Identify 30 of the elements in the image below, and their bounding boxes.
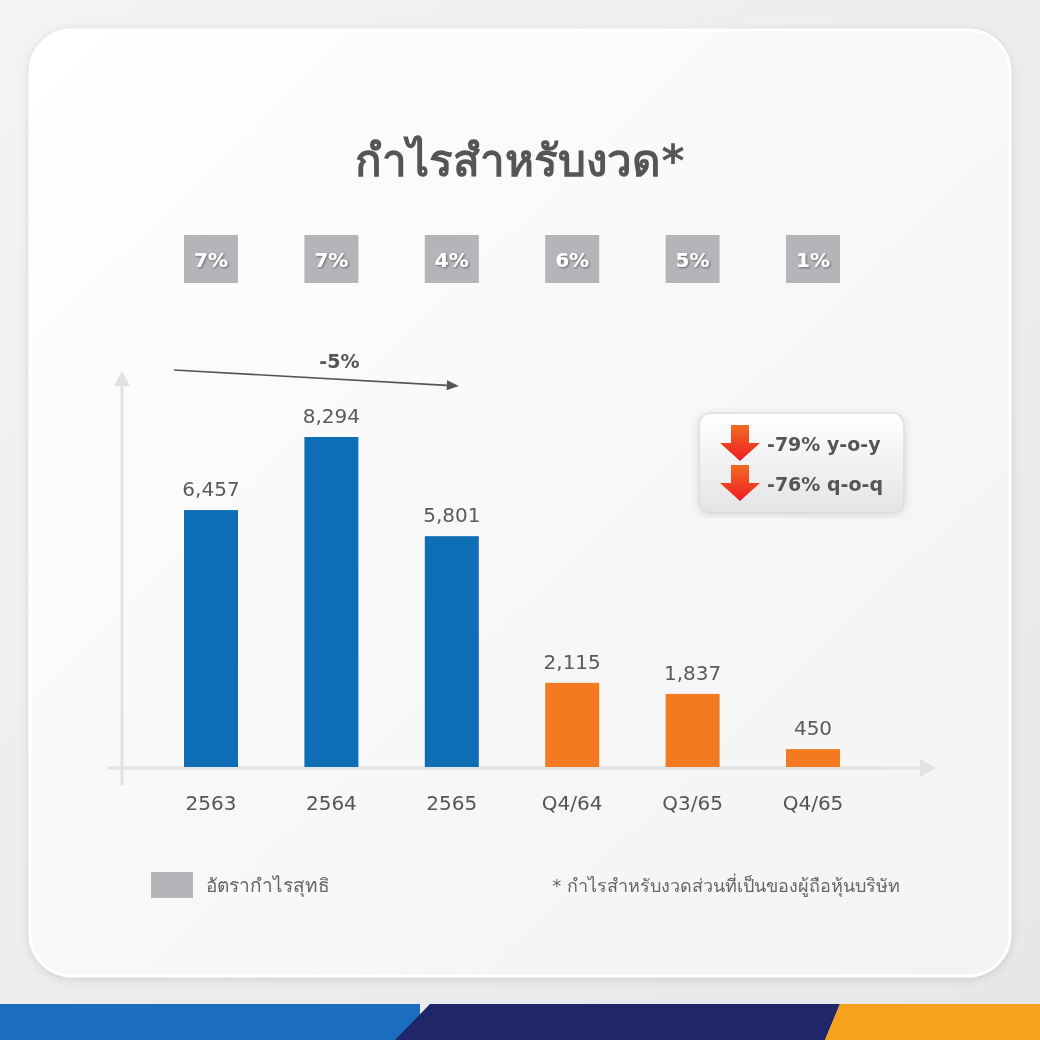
bar	[545, 682, 600, 767]
x-tick-label: 2565	[426, 791, 478, 815]
annotation: -76% q-o-q	[767, 473, 884, 495]
bar	[184, 510, 238, 767]
bar	[424, 536, 479, 767]
bar	[665, 693, 720, 767]
x-tick-label: 2563	[185, 791, 237, 815]
x-tick-label: Q4/65	[782, 791, 844, 815]
x-tick-label: Q4/64	[541, 791, 603, 815]
x-tick-label: 2564	[305, 791, 357, 815]
bar	[786, 749, 840, 767]
data-label: 7%	[314, 248, 349, 272]
data-label: 7%	[194, 248, 228, 272]
text: -5%	[319, 350, 360, 372]
annotation: -79% y-o-y	[767, 433, 882, 455]
data-label: 8,294	[302, 404, 361, 428]
data-label: 1%	[796, 248, 830, 272]
legend-label: อัตรากำไรสุทธิ	[206, 874, 330, 898]
data-label: 6%	[555, 248, 590, 272]
text: * กำไรสำหรับงวดส่วนที่เป็นของผู้ถือหุ้นบริษัท	[552, 873, 900, 897]
data-label: 5%	[675, 248, 710, 272]
data-label: 4%	[434, 248, 469, 272]
data-label: 2,115	[543, 649, 601, 674]
chart-title: กำไรสำหรับงวด*	[355, 135, 685, 186]
data-label: 450	[793, 716, 833, 741]
data-label: 1,837	[663, 660, 722, 685]
data-label: 5,801	[423, 503, 481, 528]
bar	[304, 437, 359, 767]
x-tick-label: Q3/65	[662, 791, 723, 815]
data-label: 6,457	[182, 477, 240, 502]
